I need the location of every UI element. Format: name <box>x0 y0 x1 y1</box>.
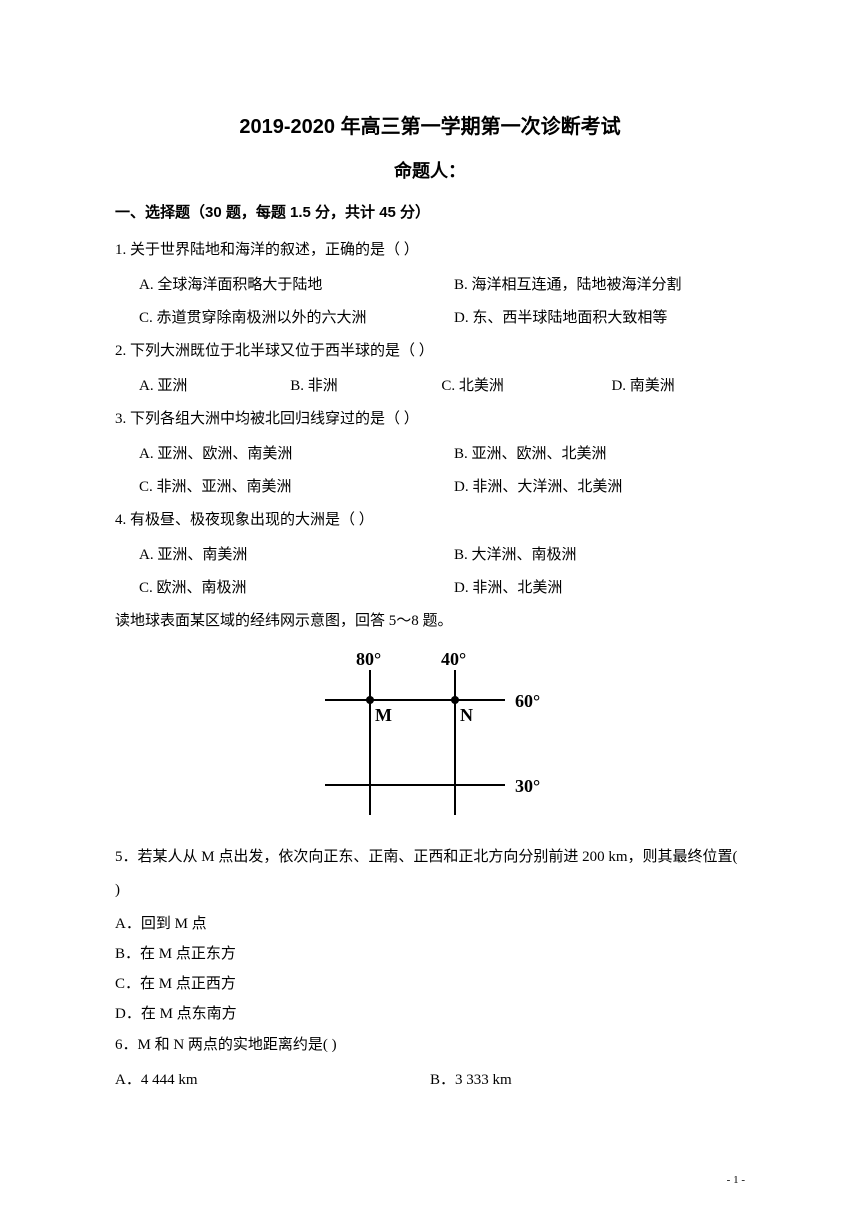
point-m-marker <box>366 696 374 704</box>
q2-option-c: C. 北美洲 <box>417 370 587 403</box>
question-2-options: A. 亚洲 B. 非洲 C. 北美洲 D. 南美洲 <box>115 370 745 403</box>
q6-option-b: B．3 333 km <box>430 1064 745 1097</box>
q4-option-b: B. 大洋洲、南极洲 <box>430 539 745 572</box>
q5-option-b: B．在 M 点正东方 <box>115 939 745 969</box>
q1-option-a: A. 全球海洋面积略大于陆地 <box>115 269 430 302</box>
grid-diagram: 80° 40° 60° 30° M N <box>115 645 745 825</box>
question-4-options-row-1: A. 亚洲、南美洲 B. 大洋洲、南极洲 <box>115 539 745 572</box>
question-4-stem: 4. 有极昼、极夜现象出现的大洲是（ ） <box>115 504 745 537</box>
q1-option-d: D. 东、西半球陆地面积大致相等 <box>430 302 745 335</box>
question-5-stem: 5．若某人从 M 点出发，依次向正东、正南、正西和正北方向分别前进 200 km… <box>115 841 745 907</box>
question-1-options-row-2: C. 赤道贯穿除南极洲以外的六大洲 D. 东、西半球陆地面积大致相等 <box>115 302 745 335</box>
latitude-label-1: 60° <box>515 691 540 711</box>
section-1-header: 一、选择题（30 题，每题 1.5 分，共计 45 分） <box>115 201 745 222</box>
question-2-stem: 2. 下列大洲既位于北半球又位于西半球的是（ ） <box>115 335 745 368</box>
latitude-label-2: 30° <box>515 776 540 796</box>
q2-option-a: A. 亚洲 <box>115 370 266 403</box>
q2-option-d: D. 南美洲 <box>587 370 745 403</box>
longitude-label-2: 40° <box>441 649 466 669</box>
question-3-options-row-1: A. 亚洲、欧洲、南美洲 B. 亚洲、欧洲、北美洲 <box>115 438 745 471</box>
longitude-label-1: 80° <box>356 649 381 669</box>
point-m-label: M <box>375 705 392 725</box>
question-1-options-row-1: A. 全球海洋面积略大于陆地 B. 海洋相互连通，陆地被海洋分割 <box>115 269 745 302</box>
q5-option-c: C．在 M 点正西方 <box>115 969 745 999</box>
q3-option-d: D. 非洲、大洋洲、北美洲 <box>430 471 745 504</box>
instruction-5-8: 读地球表面某区域的经纬网示意图，回答 5～8 题。 <box>115 608 745 635</box>
question-6-stem: 6．M 和 N 两点的实地距离约是( ) <box>115 1029 745 1062</box>
question-3-stem: 3. 下列各组大洲中均被北回归线穿过的是（ ） <box>115 403 745 436</box>
page-number: - 1 - <box>727 1174 745 1186</box>
point-n-marker <box>451 696 459 704</box>
question-6-options: A．4 444 km B．3 333 km <box>115 1064 745 1097</box>
q2-option-b: B. 非洲 <box>266 370 417 403</box>
q3-option-c: C. 非洲、亚洲、南美洲 <box>115 471 430 504</box>
point-n-label: N <box>460 705 473 725</box>
q4-option-c: C. 欧洲、南极洲 <box>115 572 430 605</box>
question-1-stem: 1. 关于世界陆地和海洋的叙述，正确的是（ ） <box>115 234 745 267</box>
q5-option-d: D．在 M 点东南方 <box>115 999 745 1029</box>
exam-author: 命题人： <box>115 157 745 183</box>
q6-option-a: A．4 444 km <box>115 1064 430 1097</box>
latitude-longitude-grid-svg: 80° 40° 60° 30° M N <box>300 645 560 825</box>
q3-option-b: B. 亚洲、欧洲、北美洲 <box>430 438 745 471</box>
q4-option-a: A. 亚洲、南美洲 <box>115 539 430 572</box>
q1-option-c: C. 赤道贯穿除南极洲以外的六大洲 <box>115 302 430 335</box>
question-4-options-row-2: C. 欧洲、南极洲 D. 非洲、北美洲 <box>115 572 745 605</box>
q1-option-b: B. 海洋相互连通，陆地被海洋分割 <box>430 269 745 302</box>
question-3-options-row-2: C. 非洲、亚洲、南美洲 D. 非洲、大洋洲、北美洲 <box>115 471 745 504</box>
q5-option-a: A．回到 M 点 <box>115 909 745 939</box>
q4-option-d: D. 非洲、北美洲 <box>430 572 745 605</box>
exam-title: 2019-2020 年高三第一学期第一次诊断考试 <box>115 110 745 139</box>
q3-option-a: A. 亚洲、欧洲、南美洲 <box>115 438 430 471</box>
